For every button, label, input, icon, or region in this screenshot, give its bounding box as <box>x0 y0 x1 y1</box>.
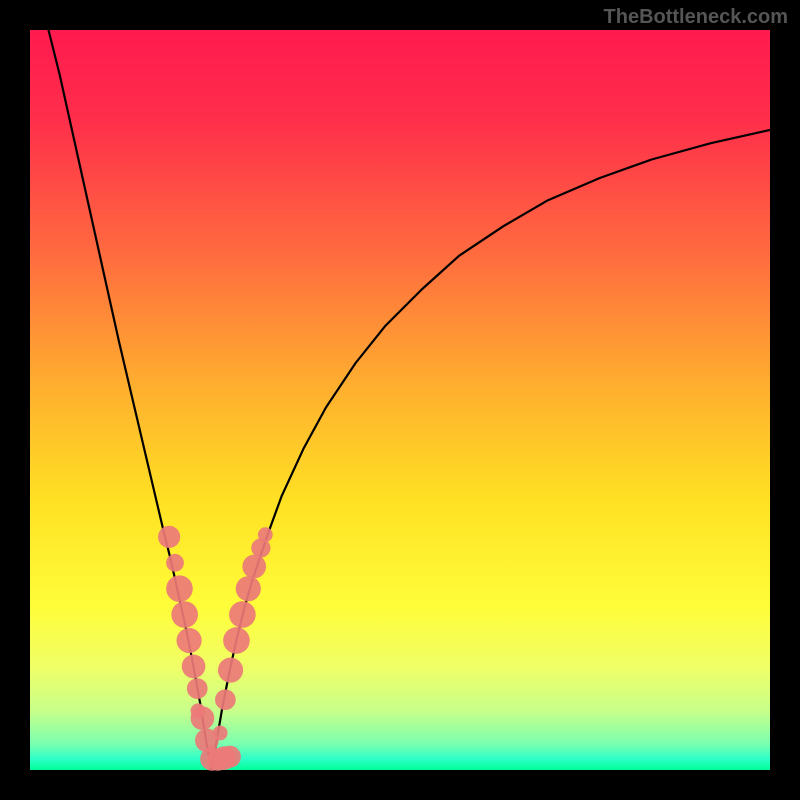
cluster-marker <box>182 655 206 679</box>
cluster-marker <box>166 554 184 572</box>
plot-background <box>30 30 770 770</box>
figure-frame: TheBottleneck.com <box>0 0 800 800</box>
cluster-marker <box>215 689 236 710</box>
cluster-marker <box>171 601 198 628</box>
cluster-marker <box>229 601 256 628</box>
cluster-marker <box>223 627 250 654</box>
chart-svg <box>0 0 800 800</box>
cluster-marker <box>258 527 273 542</box>
cluster-marker <box>242 555 266 579</box>
cluster-marker <box>166 575 193 602</box>
cluster-marker <box>218 658 243 683</box>
cluster-marker <box>219 746 241 768</box>
watermark-text: TheBottleneck.com <box>604 6 788 29</box>
cluster-marker <box>236 576 261 601</box>
cluster-marker <box>191 706 215 730</box>
cluster-marker <box>177 628 202 653</box>
cluster-marker <box>187 678 208 699</box>
cluster-marker <box>213 726 228 741</box>
cluster-marker <box>158 526 180 548</box>
